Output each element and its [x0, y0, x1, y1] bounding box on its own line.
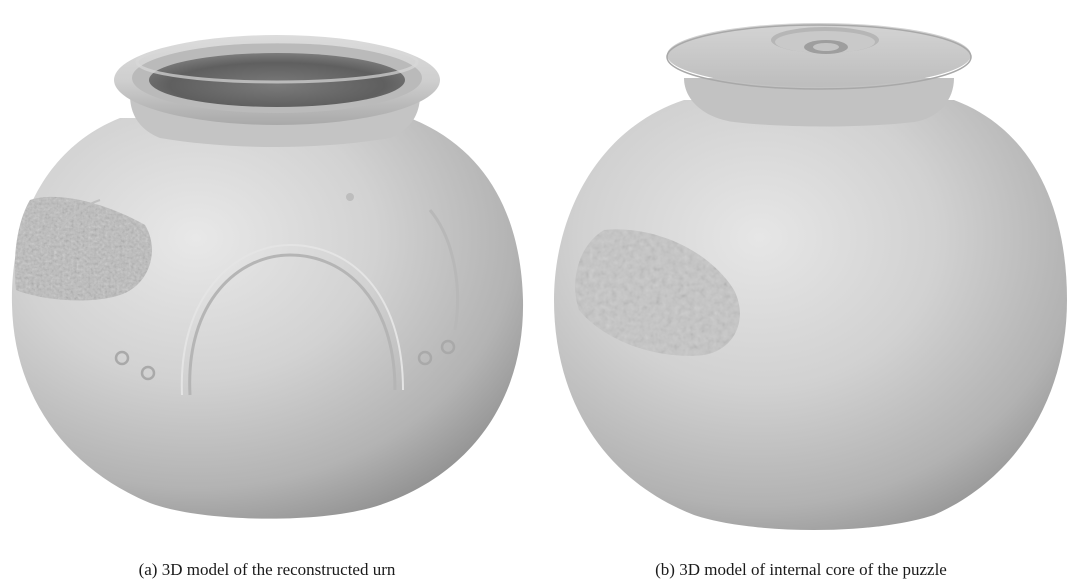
urn-body [11, 118, 524, 519]
core-lid-socket [771, 27, 879, 54]
panel-internal-core: (b) 3D model of internal core of the puz… [534, 0, 1068, 588]
caption-a: (a) 3D model of the reconstructed urn [138, 560, 396, 579]
core-body [554, 100, 1067, 530]
panel-urn: (a) 3D model of the reconstructed urn [11, 35, 524, 579]
core-lid [667, 23, 971, 87]
urn-arc-decoration [188, 253, 397, 396]
internal-core-render [554, 23, 1067, 530]
core-neck [684, 78, 954, 127]
urn-render [11, 35, 524, 519]
urn-ring-stamps [114, 339, 456, 381]
caption-b: (b) 3D model of internal core of the puz… [655, 560, 947, 579]
urn-opening [149, 53, 405, 107]
